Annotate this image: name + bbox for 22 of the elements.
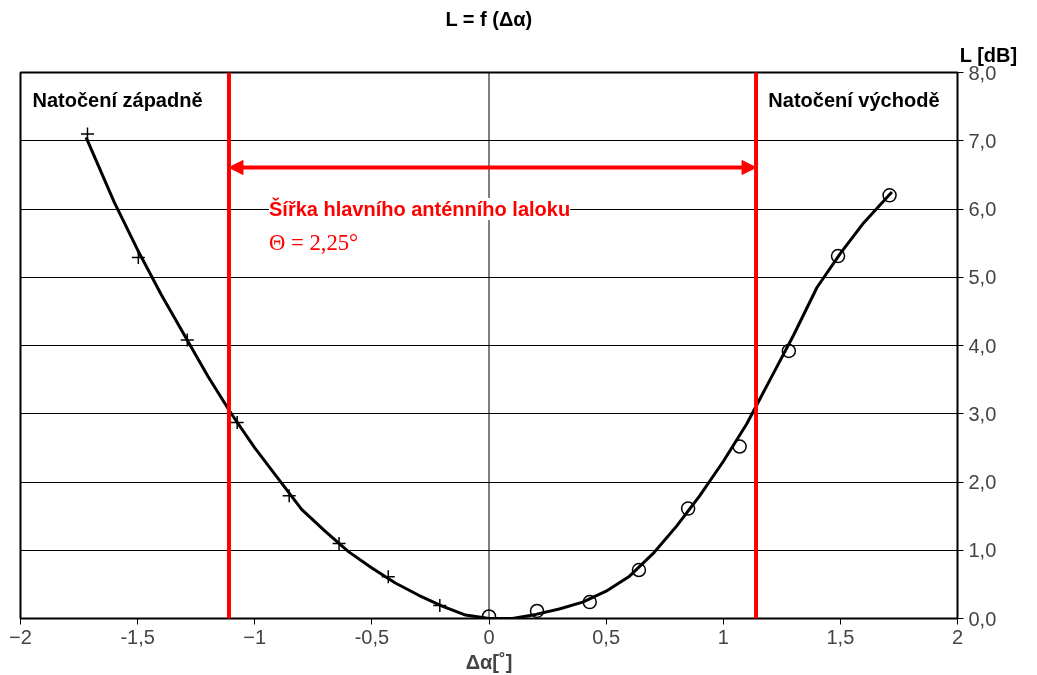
x-tick-label: −1 <box>243 625 267 648</box>
x-tick-label: 2 <box>951 625 964 648</box>
annotation: Natočení východě <box>768 88 940 111</box>
y-tick-label: 3,0 <box>968 402 997 425</box>
annotation: Natočení západně <box>32 88 203 111</box>
x-tick-label: −2 <box>9 625 32 648</box>
x-tick-label: 1 <box>717 625 729 648</box>
y-tick-label: 4,0 <box>968 334 997 357</box>
x-tick-label: 1,5 <box>826 625 855 648</box>
annotation: Šířka hlavního anténního laloku Θ = 2,25° <box>268 196 571 256</box>
y-tick-label: 6,0 <box>968 198 997 220</box>
y-tick-label: 7,0 <box>968 129 997 152</box>
x-tick-label: -1,5 <box>120 625 155 648</box>
x-tick-label: 0,5 <box>592 625 621 648</box>
x-tick-label: 0 <box>483 625 495 648</box>
x-tick-label: -0,5 <box>354 625 390 648</box>
y-tick-label: 5,0 <box>968 266 997 289</box>
chart-title: L = f (Δα) <box>445 7 533 30</box>
y-tick-label: 0,0 <box>968 607 997 630</box>
y-tick-label: 1,0 <box>968 539 997 562</box>
x-axis-title: Δα[˚] <box>465 650 513 673</box>
y-tick-label: 2,0 <box>968 471 997 493</box>
